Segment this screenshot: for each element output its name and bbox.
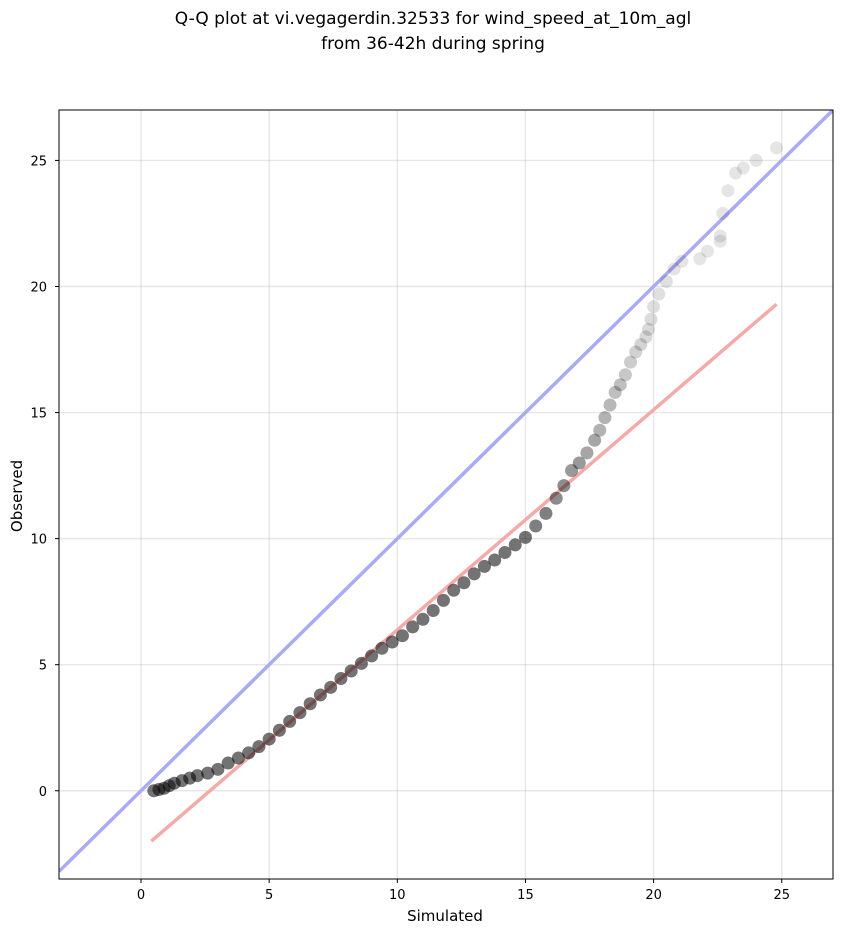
data-point — [713, 229, 727, 243]
y-tick-label: 0 — [39, 785, 47, 800]
x-tick-label: 20 — [645, 888, 662, 903]
data-point — [572, 456, 586, 470]
data-point — [598, 411, 612, 425]
data-point — [639, 330, 653, 344]
y-tick-label: 25 — [30, 154, 47, 169]
data-point — [231, 751, 245, 765]
data-point — [190, 769, 204, 783]
data-point — [608, 385, 622, 399]
data-point — [508, 538, 522, 552]
y-tick-label: 5 — [39, 659, 47, 674]
data-point — [447, 583, 461, 597]
data-point — [634, 337, 648, 351]
x-axis-label: Simulated — [407, 907, 483, 925]
data-point — [557, 479, 571, 493]
chart-title-line-1: Q-Q plot at vi.vegagerdin.32533 for wind… — [175, 9, 691, 29]
data-point — [721, 184, 735, 198]
data-point — [736, 161, 750, 175]
data-point — [344, 664, 358, 678]
data-point — [242, 746, 256, 760]
data-point — [457, 576, 471, 590]
data-point — [618, 368, 632, 382]
data-point — [416, 612, 430, 626]
x-axis-ticks: 0 5 10 15 20 25 — [137, 879, 790, 903]
data-point — [529, 519, 543, 533]
data-point — [283, 714, 297, 728]
data-point — [624, 355, 638, 369]
data-point — [749, 153, 763, 167]
x-tick-label: 10 — [389, 888, 406, 903]
data-point — [644, 312, 658, 326]
data-point — [262, 732, 276, 746]
data-point — [693, 252, 707, 266]
data-point — [272, 723, 286, 737]
data-point — [518, 530, 532, 544]
data-point — [770, 141, 784, 155]
x-tick-label: 0 — [137, 888, 145, 903]
data-point — [293, 706, 307, 720]
fit-line — [150, 302, 778, 843]
data-point — [436, 593, 450, 607]
data-point — [603, 398, 617, 412]
data-point — [426, 603, 440, 617]
data-point — [354, 656, 368, 670]
data-point — [716, 206, 730, 220]
reference-lines — [59, 110, 833, 873]
data-point — [593, 423, 607, 437]
data-point — [211, 762, 225, 776]
data-point — [252, 740, 266, 754]
y-axis-label: Observed — [8, 460, 26, 532]
data-point — [700, 244, 714, 258]
data-point — [375, 641, 389, 655]
data-point — [477, 559, 491, 573]
x-tick-label: 15 — [517, 888, 534, 903]
plot-frame — [58, 109, 834, 880]
data-point — [613, 378, 627, 392]
data-point — [385, 635, 399, 649]
identity-line — [59, 110, 833, 873]
y-tick-label: 10 — [30, 533, 47, 548]
data-point — [641, 322, 655, 336]
data-point — [539, 506, 553, 520]
data-point — [588, 433, 602, 447]
data-point — [667, 262, 681, 276]
data-point — [652, 287, 666, 301]
data-point — [647, 300, 661, 314]
data-point — [488, 553, 502, 567]
data-point — [629, 345, 643, 359]
data-point — [334, 672, 348, 686]
data-point — [675, 254, 689, 268]
data-point — [395, 629, 409, 643]
y-axis-ticks: 0 5 10 15 20 25 — [30, 154, 59, 800]
data-point — [659, 274, 673, 288]
data-point — [201, 766, 215, 780]
data-point — [498, 545, 512, 559]
chart-title-line-2: from 36-42h during spring — [321, 34, 545, 54]
data-point — [313, 688, 327, 702]
data-point — [549, 491, 563, 505]
data-point — [406, 620, 420, 634]
x-tick-label: 5 — [265, 888, 273, 903]
data-point — [729, 166, 743, 180]
y-tick-label: 20 — [30, 280, 47, 295]
data-point — [324, 680, 338, 694]
data-point — [467, 567, 481, 581]
data-points — [147, 141, 784, 798]
data-point — [565, 464, 579, 478]
x-tick-label: 25 — [773, 888, 790, 903]
data-point — [580, 446, 594, 460]
data-point — [365, 649, 379, 663]
y-tick-label: 15 — [30, 407, 47, 422]
data-point — [221, 756, 235, 770]
data-point — [303, 697, 317, 711]
grid — [59, 110, 833, 879]
data-point — [713, 234, 727, 248]
